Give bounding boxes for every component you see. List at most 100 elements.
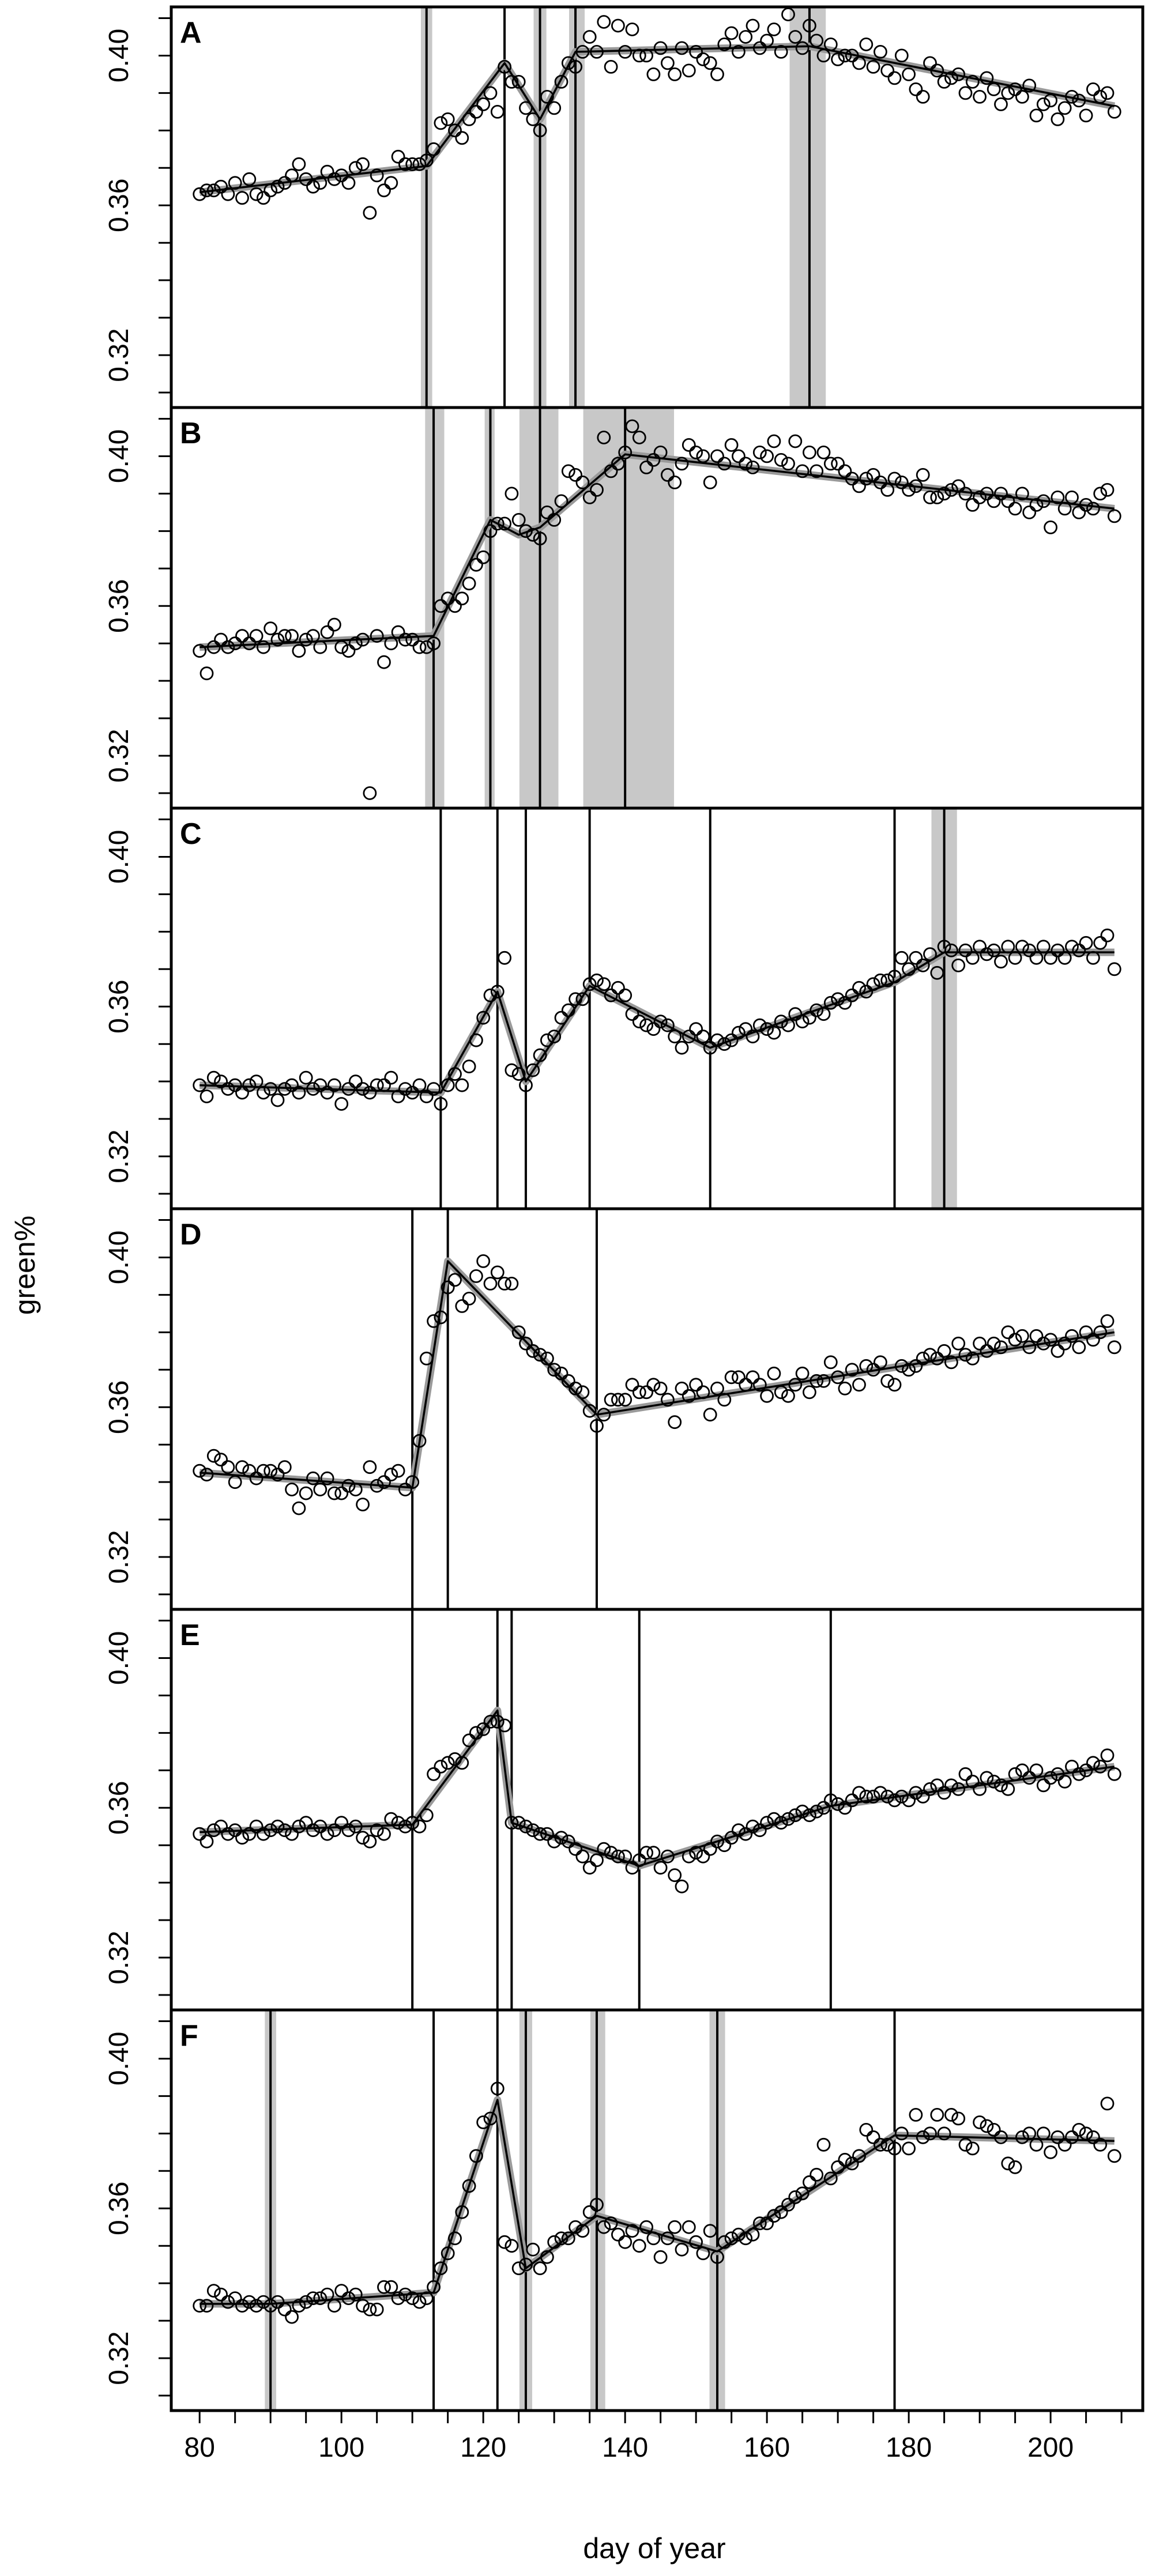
data-point <box>774 1014 788 1029</box>
data-point <box>696 1029 710 1044</box>
data-point <box>590 45 604 59</box>
panel-a: A 0.32 0.36 0.40 <box>104 5 1145 409</box>
data-point <box>866 468 880 482</box>
data-point <box>923 1782 937 1796</box>
data-point <box>625 2224 639 2238</box>
data-point <box>306 1082 320 1096</box>
data-point <box>582 1404 597 1418</box>
data-point <box>476 1254 491 1268</box>
data-point <box>249 187 263 201</box>
data-point <box>214 1819 228 1834</box>
data-point <box>611 1393 625 1407</box>
data-point <box>575 1849 590 1864</box>
data-point <box>455 1078 469 1092</box>
data-point <box>803 1808 816 1823</box>
data-point <box>894 1789 909 1804</box>
data-point <box>682 1849 696 1864</box>
data-point <box>242 1078 257 1092</box>
data-point <box>490 985 505 999</box>
data-point <box>823 1793 838 1808</box>
x-tick-label: 160 <box>744 2432 790 2463</box>
data-point <box>682 1029 696 1044</box>
data-point <box>597 15 611 29</box>
data-point <box>348 1483 363 1497</box>
data-point <box>689 1378 703 1392</box>
data-point <box>746 2227 760 2242</box>
data-point <box>306 2291 320 2306</box>
data-point <box>1051 943 1065 957</box>
data-point <box>228 2291 242 2306</box>
data-point <box>285 2310 299 2324</box>
data-point <box>505 1816 519 1830</box>
data-point <box>377 2280 391 2294</box>
data-point <box>206 183 221 198</box>
data-point <box>781 2197 795 2212</box>
data-point <box>1022 2126 1037 2141</box>
data-point <box>1022 943 1037 957</box>
data-point <box>703 1842 717 1856</box>
data-point <box>270 1819 285 1834</box>
data-point <box>752 2216 767 2231</box>
data-point <box>249 629 263 643</box>
data-point <box>561 1374 575 1388</box>
data-point <box>880 1374 895 1388</box>
data-point <box>689 45 703 59</box>
data-point <box>334 1486 349 1500</box>
data-point <box>752 1378 767 1392</box>
data-point <box>675 2242 689 2257</box>
data-point <box>923 947 937 961</box>
data-point <box>434 1759 448 1774</box>
data-point <box>356 632 370 647</box>
data-point <box>639 1018 653 1032</box>
breakpoint-ci-band <box>569 7 585 408</box>
data-point <box>1072 506 1086 519</box>
data-point <box>235 1831 249 1845</box>
fit-line <box>199 2099 1115 2305</box>
data-point <box>590 1853 604 1868</box>
data-point <box>370 168 384 183</box>
data-point <box>831 52 845 66</box>
data-point <box>363 1085 377 1100</box>
data-point <box>902 962 916 976</box>
data-point <box>661 1849 675 1864</box>
panels-group: A0.320.360.40B0.320.360.40C0.320.360.40D… <box>104 5 1145 2463</box>
data-point <box>597 1408 611 1422</box>
data-point <box>739 2231 753 2246</box>
data-point <box>483 86 498 100</box>
data-point <box>193 187 207 201</box>
data-point <box>887 1793 902 1808</box>
data-point <box>703 56 717 70</box>
data-point <box>746 1819 760 1834</box>
data-point <box>313 2291 327 2306</box>
data-point <box>263 1464 278 1478</box>
panel-f: F 0.32 0.36 0.40 80 100 120 140 160 180 200 <box>104 2008 1145 2463</box>
data-point <box>569 2220 582 2234</box>
data-point <box>199 1468 214 1482</box>
data-point <box>398 1082 412 1096</box>
data-point <box>1086 1333 1100 1347</box>
y-tick-label: 0.32 <box>104 328 134 382</box>
data-point <box>327 617 341 632</box>
y-tick-label: 0.36 <box>104 179 134 232</box>
data-point <box>646 453 661 467</box>
data-point <box>803 1010 816 1025</box>
data-point <box>1036 97 1051 111</box>
data-point <box>469 557 483 572</box>
data-point <box>419 1089 434 1103</box>
data-point <box>973 1336 987 1351</box>
data-point <box>526 1063 540 1077</box>
fit-line <box>199 453 1115 648</box>
data-point <box>441 1280 455 1295</box>
data-point <box>717 2235 732 2249</box>
data-point <box>1044 951 1057 965</box>
data-point <box>838 2152 852 2167</box>
data-point <box>1029 108 1044 123</box>
data-point <box>526 1823 540 1838</box>
data-point <box>675 457 689 471</box>
data-point <box>625 22 639 36</box>
data-point <box>823 995 838 1010</box>
data-point <box>582 2205 597 2219</box>
panel-letter: C <box>180 817 202 851</box>
y-tick-label: 0.36 <box>104 579 134 633</box>
data-point <box>717 1393 732 1407</box>
